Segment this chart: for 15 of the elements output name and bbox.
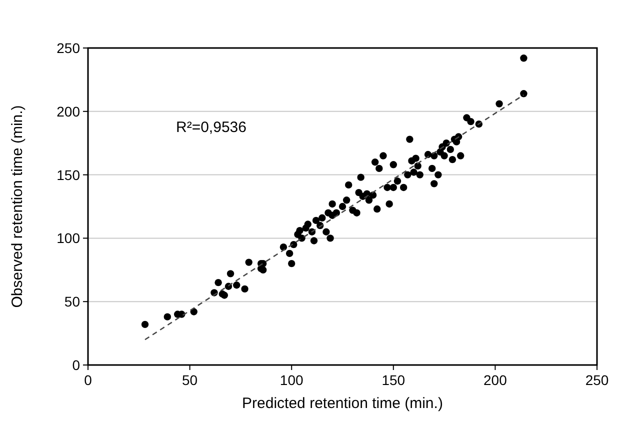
x-tick-label: 250 (585, 372, 609, 388)
y-tick-label: 0 (72, 357, 80, 373)
x-axis-title: Predicted retention time (min.) (242, 395, 443, 412)
y-tick-label: 50 (64, 294, 80, 310)
annotation: R²=0,9536 (176, 119, 246, 136)
y-tick-label: 100 (56, 230, 80, 246)
y-tick-label: 200 (56, 103, 80, 120)
x-tick-label: 50 (182, 372, 198, 388)
y-axis-title: Observed retention time (min.) (9, 105, 26, 308)
y-tick-label: 150 (56, 166, 80, 183)
x-tick-label: 200 (484, 372, 508, 388)
x-tick-label: 100 (280, 372, 304, 388)
x-tick-label: 0 (84, 372, 92, 388)
y-tick-label: 250 (56, 40, 80, 56)
x-tick-label: 150 (382, 372, 406, 388)
